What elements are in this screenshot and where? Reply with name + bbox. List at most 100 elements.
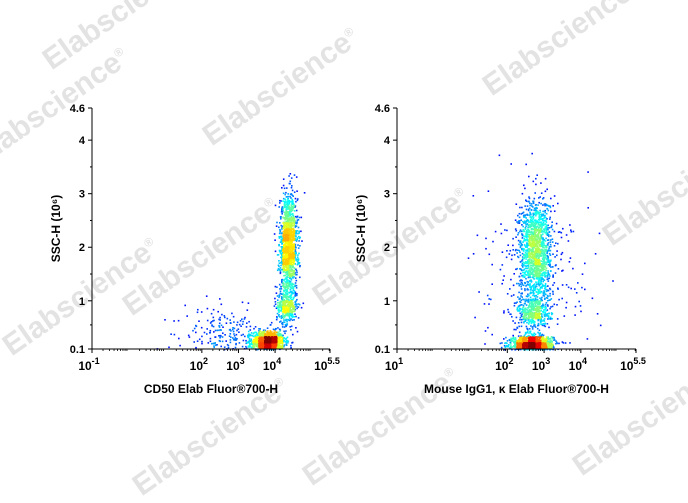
data-point [477,235,479,237]
data-point [514,302,516,304]
data-point [524,262,526,264]
data-point [543,257,545,259]
data-point [532,304,534,306]
data-point [587,338,589,340]
data-point [242,321,244,323]
data-point [552,229,554,231]
data-point [519,207,521,209]
data-point [285,214,287,216]
data-point [230,336,232,338]
data-point [545,304,547,306]
data-point [213,326,215,328]
data-point [551,314,553,316]
data-point [528,300,530,302]
data-point [544,217,546,219]
data-point [232,327,234,329]
data-point [278,339,280,341]
data-point [535,304,537,306]
data-point [540,182,542,184]
data-point [290,257,292,259]
data-point [258,343,260,345]
data-point [285,304,287,306]
data-point [544,212,546,214]
data-point [531,321,533,323]
data-point [281,208,283,210]
data-point [510,345,512,347]
data-point [535,178,537,180]
data-point [184,305,186,307]
data-point [280,218,282,220]
data-point [285,312,287,314]
data-point [301,307,303,309]
data-point [564,315,566,317]
data-point [488,298,490,300]
data-point [201,336,203,338]
data-point [280,265,282,267]
data-point [550,270,552,272]
data-point [512,337,514,339]
data-point [293,283,295,285]
data-point [522,283,524,285]
data-point [278,268,280,270]
data-point [510,250,512,252]
data-point [231,313,233,315]
data-point [519,306,521,308]
data-point [275,251,277,253]
data-point [536,220,538,222]
data-point [251,344,253,346]
data-point [282,254,284,256]
data-point [512,245,514,247]
data-point [230,322,232,324]
data-point [521,284,523,286]
data-point [542,247,544,249]
data-point [533,322,535,324]
data-point [487,327,489,329]
data-point [290,194,292,196]
data-point [600,325,602,327]
data-point [525,246,527,248]
data-point [548,239,550,241]
data-point [209,332,211,334]
data-point [504,345,506,347]
data-point [491,334,493,336]
data-point [201,327,203,329]
data-point [543,293,545,295]
data-point [528,277,530,279]
data-point [296,272,298,274]
data-point [506,230,508,232]
data-point [280,301,282,303]
data-point [292,275,294,277]
data-point [295,226,297,228]
data-point [518,283,520,285]
data-point [224,334,226,336]
data-point [535,224,537,226]
data-point [542,251,544,253]
data-point [218,330,220,332]
data-point [267,337,269,339]
data-point [528,201,530,203]
data-point [501,283,503,285]
data-point [544,288,546,290]
data-point [265,336,267,338]
data-point [502,264,504,266]
data-point [546,205,548,207]
data-point [548,249,550,251]
data-point [279,251,281,253]
data-point [253,336,255,338]
data-point [279,233,281,235]
data-point [546,302,548,304]
data-point [543,250,545,252]
data-point [228,347,230,349]
data-point [500,269,502,271]
data-point [286,338,288,340]
data-point [296,285,298,287]
data-point [584,289,586,291]
data-point [521,244,523,246]
data-point [523,216,525,218]
data-point [267,327,269,329]
data-point [526,242,528,244]
data-point [284,201,286,203]
data-point [201,311,203,313]
data-point [505,347,507,349]
data-point [283,248,285,250]
